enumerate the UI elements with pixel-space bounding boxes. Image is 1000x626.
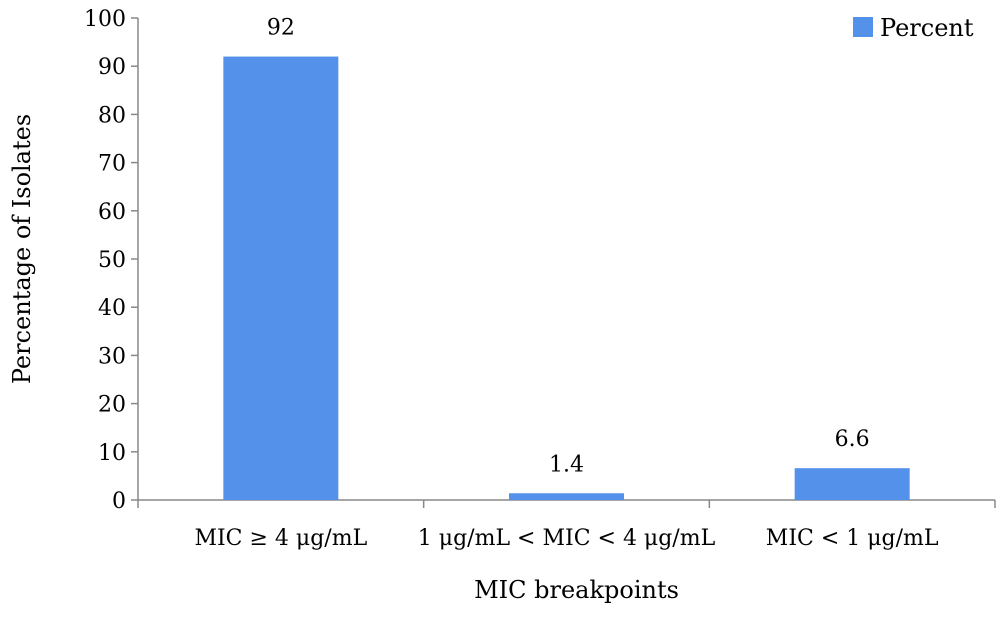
y-tick-label: 70 xyxy=(98,152,126,177)
y-tick-label: 40 xyxy=(98,296,126,321)
legend-swatch xyxy=(853,17,873,37)
y-tick-label: 80 xyxy=(98,103,126,128)
data-label: 92 xyxy=(267,16,295,41)
y-tick-label: 90 xyxy=(98,55,126,80)
y-tick-label: 10 xyxy=(98,441,126,466)
x-axis xyxy=(137,499,996,508)
bars xyxy=(223,56,910,501)
category-label: MIC < 1 μg/mL xyxy=(766,526,939,551)
data-label: 1.4 xyxy=(549,452,584,477)
data-label: 6.6 xyxy=(835,427,870,452)
y-axis: 0 10 20 30 40 50 60 70 80 90 100 xyxy=(84,7,139,514)
category-labels: MIC ≥ 4 μg/mL 1 μg/mL < MIC < 4 μg/mL MIC … xyxy=(194,526,938,551)
x-ticks xyxy=(137,500,996,508)
legend: Percent xyxy=(853,14,974,42)
y-tick-label: 60 xyxy=(98,200,126,225)
bar xyxy=(223,56,339,501)
y-tick-label: 20 xyxy=(98,393,126,418)
y-tick-label: 30 xyxy=(98,344,126,369)
y-ticks: 0 10 20 30 40 50 60 70 80 90 100 xyxy=(84,7,138,514)
x-axis-title: MIC breakpoints xyxy=(474,576,679,604)
bar xyxy=(509,493,624,500)
data-labels: 92 1.4 6.6 xyxy=(267,16,870,478)
category-label: MIC ≥ 4 μg/mL xyxy=(194,526,367,551)
category-label: 1 μg/mL < MIC < 4 μg/mL xyxy=(418,526,716,551)
y-tick-label: 0 xyxy=(112,489,126,514)
y-tick-label: 100 xyxy=(84,7,126,32)
y-axis-title: Percentage of Isolates xyxy=(8,114,36,384)
y-tick-label: 50 xyxy=(98,248,126,273)
bar xyxy=(794,468,910,500)
legend-label: Percent xyxy=(880,14,974,42)
